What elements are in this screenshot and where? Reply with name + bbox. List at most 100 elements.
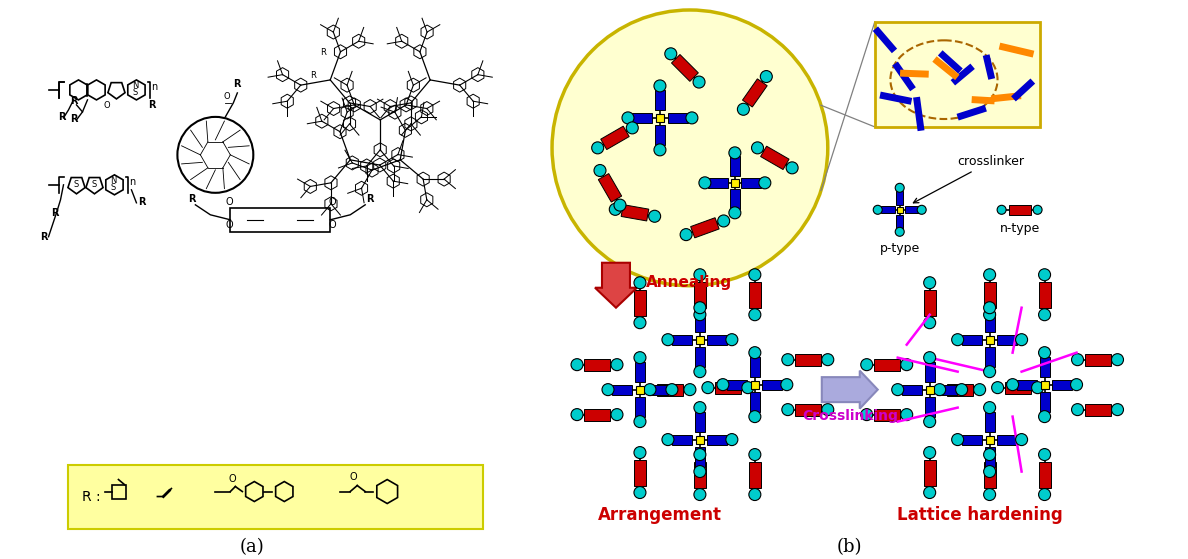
Polygon shape — [621, 205, 649, 221]
Polygon shape — [795, 354, 821, 366]
Circle shape — [892, 383, 904, 396]
Text: N: N — [132, 81, 139, 90]
Circle shape — [634, 352, 646, 364]
Circle shape — [653, 144, 666, 156]
Polygon shape — [655, 125, 665, 145]
Bar — [986, 336, 993, 344]
Circle shape — [684, 383, 696, 396]
Circle shape — [552, 10, 828, 286]
Circle shape — [718, 215, 729, 227]
Circle shape — [729, 147, 741, 159]
Text: O: O — [226, 220, 233, 230]
Text: (b): (b) — [838, 538, 862, 556]
Circle shape — [614, 199, 626, 211]
Polygon shape — [984, 462, 996, 487]
Polygon shape — [634, 290, 646, 316]
Polygon shape — [924, 397, 935, 417]
Text: R: R — [321, 48, 327, 57]
Circle shape — [571, 409, 583, 420]
Circle shape — [609, 203, 621, 215]
Polygon shape — [1017, 380, 1037, 390]
Circle shape — [782, 354, 794, 366]
Polygon shape — [962, 434, 982, 444]
Circle shape — [924, 352, 936, 364]
Circle shape — [662, 434, 674, 446]
Polygon shape — [1038, 462, 1050, 487]
Circle shape — [694, 466, 706, 477]
Bar — [731, 179, 739, 187]
Polygon shape — [715, 382, 741, 394]
Circle shape — [1072, 354, 1083, 366]
Circle shape — [634, 486, 646, 499]
Text: R: R — [58, 112, 67, 122]
Circle shape — [984, 466, 996, 477]
Circle shape — [748, 489, 760, 500]
Circle shape — [634, 317, 646, 329]
Circle shape — [974, 383, 986, 396]
Polygon shape — [997, 335, 1017, 345]
Text: R: R — [366, 194, 374, 204]
Text: R: R — [148, 100, 156, 110]
Circle shape — [702, 382, 714, 394]
Circle shape — [760, 70, 772, 83]
Polygon shape — [690, 217, 719, 238]
Polygon shape — [1005, 382, 1030, 394]
Polygon shape — [760, 146, 789, 169]
FancyArrow shape — [822, 371, 878, 409]
Polygon shape — [1009, 205, 1030, 215]
Polygon shape — [672, 335, 693, 345]
Circle shape — [1031, 382, 1043, 394]
Text: O: O — [328, 220, 336, 230]
Circle shape — [653, 80, 666, 92]
Polygon shape — [937, 385, 958, 395]
Circle shape — [984, 366, 996, 378]
Bar — [636, 386, 644, 394]
Circle shape — [694, 302, 706, 314]
Text: R: R — [233, 79, 241, 89]
Circle shape — [699, 177, 710, 189]
Polygon shape — [763, 380, 783, 390]
Circle shape — [694, 401, 706, 414]
Text: R :: R : — [82, 490, 101, 504]
Circle shape — [623, 112, 634, 124]
Circle shape — [896, 228, 904, 236]
Bar — [113, 485, 126, 499]
Text: N: N — [110, 176, 116, 185]
Bar — [897, 207, 903, 213]
Text: (a): (a) — [240, 538, 265, 556]
Circle shape — [901, 409, 912, 420]
Circle shape — [786, 162, 798, 174]
Circle shape — [984, 269, 996, 281]
Polygon shape — [601, 126, 630, 150]
Circle shape — [666, 383, 678, 396]
Circle shape — [644, 383, 656, 396]
Circle shape — [955, 383, 968, 396]
Text: R: R — [40, 232, 48, 242]
Circle shape — [694, 366, 706, 378]
Circle shape — [738, 103, 750, 115]
Polygon shape — [708, 335, 727, 345]
Circle shape — [694, 309, 706, 321]
Circle shape — [984, 401, 996, 414]
Text: S: S — [110, 183, 115, 192]
Circle shape — [748, 448, 760, 461]
Circle shape — [685, 112, 697, 124]
Polygon shape — [695, 347, 704, 367]
Circle shape — [924, 277, 936, 289]
Polygon shape — [984, 282, 996, 307]
Circle shape — [634, 447, 646, 458]
Circle shape — [1072, 404, 1083, 415]
Circle shape — [634, 415, 646, 428]
Circle shape — [1112, 354, 1124, 366]
Polygon shape — [695, 412, 704, 432]
Circle shape — [1038, 489, 1050, 500]
Polygon shape — [657, 383, 683, 396]
Bar — [925, 386, 934, 394]
Polygon shape — [672, 434, 693, 444]
Circle shape — [1038, 448, 1050, 461]
Polygon shape — [695, 312, 704, 332]
Polygon shape — [997, 434, 1017, 444]
Text: S: S — [132, 88, 138, 97]
Circle shape — [594, 164, 606, 177]
Text: Arrangement: Arrangement — [598, 505, 722, 524]
